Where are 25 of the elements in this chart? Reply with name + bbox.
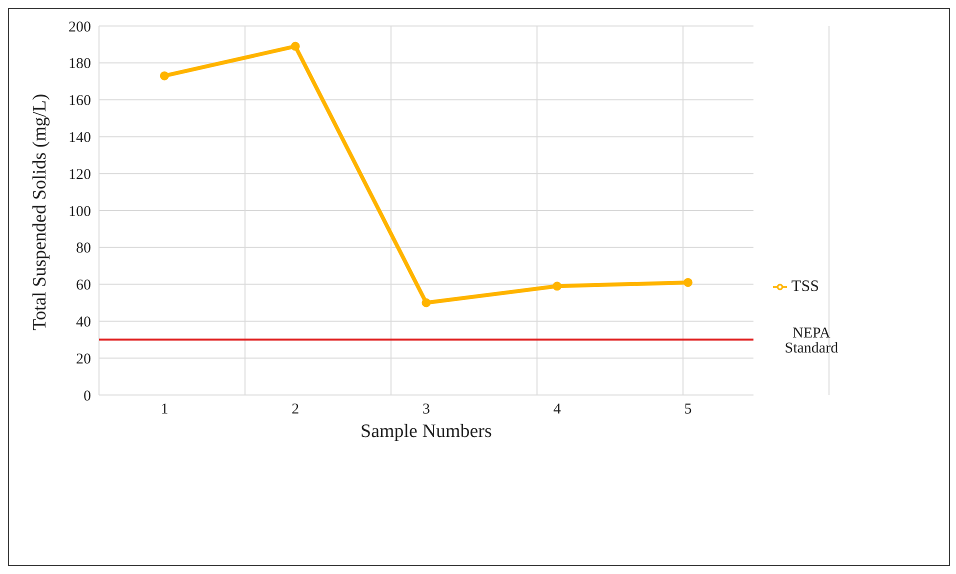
x-tick-label: 4 [553,402,562,418]
y-tick-label: 140 [68,130,91,146]
x-tick-label: 2 [292,402,300,418]
x-tick-label: 5 [684,402,692,418]
point [683,278,692,287]
y-tick-label: 40 [76,314,91,331]
ref-line-label: NEPA Standard [784,325,839,356]
y-tick-label: 120 [68,166,91,183]
point [290,42,300,51]
legend-label: TSS [791,278,819,295]
point [552,282,562,291]
y-tick-label: 160 [68,93,91,110]
point [160,71,169,80]
y-tick-label: 0 [84,388,91,404]
x-tick-label: 3 [422,402,430,418]
y-tick-label: 180 [68,56,91,72]
y-axis-title: Total Suspended Solids (mg/L) [30,94,51,330]
y-tick-label: 20 [76,351,91,368]
y-tick-label: 60 [76,278,91,294]
point [422,298,431,308]
y-tick-label: 80 [76,240,91,257]
y-tick-label: 200 [68,19,91,36]
y-tick-label: 100 [68,204,91,220]
x-axis-title: Sample Numbers [360,421,492,442]
x-tick-label: 1 [160,402,168,418]
